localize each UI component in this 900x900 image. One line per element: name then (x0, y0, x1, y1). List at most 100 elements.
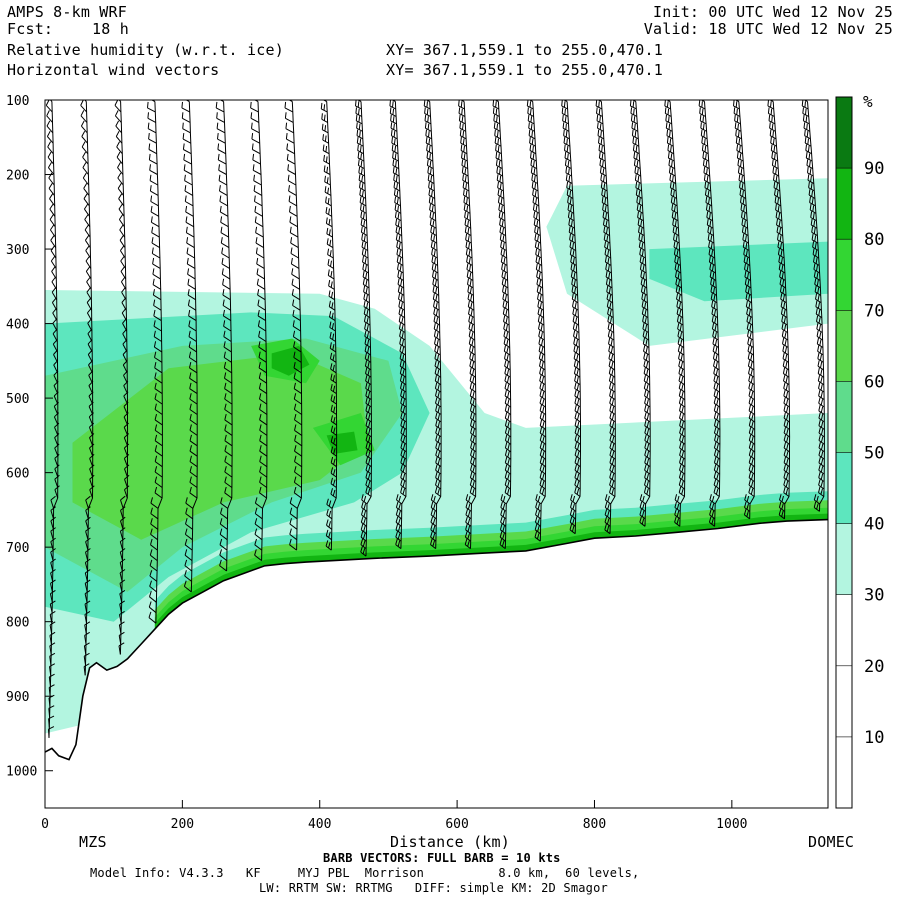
wind-barb-flag (183, 164, 186, 171)
wind-barb (364, 321, 371, 326)
wind-barb-flag (671, 168, 674, 175)
wind-barb-flag (678, 287, 681, 294)
wind-barb (605, 507, 611, 512)
wind-barb (504, 492, 511, 497)
wind-barb-flag (424, 114, 427, 121)
wind-barb (768, 120, 776, 125)
wind-barb (782, 350, 789, 356)
wind-barb-flag (424, 93, 425, 99)
wind-barb-flag (698, 100, 701, 106)
wind-barb (184, 180, 193, 186)
wind-barb-flag (605, 270, 608, 277)
wind-barb (775, 217, 783, 222)
wind-barb-flag (738, 138, 741, 145)
wind-barb-flag (646, 391, 649, 398)
wind-barb-flag (634, 131, 637, 138)
wind-barb (601, 187, 608, 192)
wind-barb (189, 492, 198, 499)
wind-barb-flag (784, 332, 787, 339)
wind-barb (782, 358, 789, 363)
wind-barb-flag (666, 129, 669, 136)
wind-barb-flag (423, 100, 426, 106)
wind-barb-flag (638, 233, 641, 240)
wind-barb (566, 194, 574, 199)
wind-barb-flag (679, 332, 683, 339)
wind-barb-flag (51, 276, 56, 283)
wind-barb (431, 246, 438, 251)
wind-barb-flag (667, 151, 670, 159)
wind-barb (50, 531, 54, 540)
wind-barb (219, 190, 228, 196)
wind-barb-flag (609, 427, 612, 434)
wind-barb (808, 194, 816, 199)
wind-barb-flag (504, 367, 507, 374)
wind-barb-flag (733, 100, 735, 106)
wind-barb-flag (675, 235, 678, 242)
wind-barb-flag (750, 346, 753, 353)
wind-barb-flag (87, 328, 93, 335)
wind-barb (783, 469, 790, 475)
wind-barb (187, 263, 196, 269)
wind-barb-flag (641, 518, 645, 525)
wind-barb-flag (365, 375, 368, 382)
wind-barb-flag (46, 110, 50, 117)
wind-barb-flag (117, 183, 122, 189)
wind-barb-flag (542, 451, 545, 458)
wind-barb-flag (715, 346, 718, 353)
wind-barb (803, 127, 811, 132)
wind-barb (219, 100, 224, 102)
wind-barb-flag (820, 406, 824, 413)
wind-barb-flag (251, 133, 254, 140)
wind-barb (783, 492, 790, 497)
wind-barb (573, 358, 580, 363)
wind-barb (50, 583, 53, 593)
wind-barb-flag (402, 413, 406, 421)
wind-barb-flag (360, 204, 362, 211)
wind-barb-flag (775, 175, 778, 182)
wind-barb-flag (779, 235, 782, 242)
wind-barb-flag (542, 466, 545, 473)
wind-barb (81, 146, 89, 155)
wind-barb-flag (499, 538, 503, 545)
rh-region-80-90 (271, 345, 310, 376)
wind-barb (435, 395, 442, 401)
colorbar-level-label: 30 (864, 586, 884, 606)
wind-barb-flag (395, 523, 399, 530)
wind-barb-flag (820, 436, 824, 443)
wind-barb-flag (676, 308, 679, 315)
wind-barb-flag (435, 287, 438, 294)
wind-barb-flag (538, 257, 541, 264)
wind-profile-1010 (733, 100, 756, 520)
wind-barb-flag (716, 473, 719, 480)
wind-barb-flag (810, 218, 813, 225)
wind-barb-flag (646, 480, 649, 488)
wind-barb-flag (472, 369, 475, 376)
wind-barb-flag (50, 537, 56, 543)
wind-barb (642, 313, 649, 319)
wind-barb-flag (609, 464, 612, 471)
wind-barb-flag (563, 101, 566, 108)
wind-barb-flag (429, 160, 432, 167)
wind-barb-flag (504, 434, 508, 441)
wind-barb (81, 136, 88, 144)
wind-barb (679, 447, 686, 453)
wind-barb-flag (154, 361, 157, 369)
wind-barb (54, 468, 59, 478)
wind-barb (747, 350, 754, 356)
wind-barb (289, 513, 298, 520)
wind-barb (361, 246, 368, 251)
colorbar-level-label: 80 (864, 230, 884, 250)
wind-barb-flag (87, 339, 93, 345)
wind-barb (674, 514, 681, 520)
wind-barb-flag (606, 242, 609, 249)
wind-barb-flag (328, 218, 331, 225)
wind-barb-flag (820, 413, 824, 421)
wind-barb (631, 100, 637, 102)
wind-barb (254, 554, 262, 561)
wind-barb-flag (819, 346, 822, 353)
wind-barb-flag (363, 503, 367, 510)
wind-barb (47, 146, 54, 155)
wind-barb-flag (357, 159, 360, 166)
wind-barb-flag (85, 537, 91, 543)
forecast-label: Fcst: (7, 20, 54, 38)
